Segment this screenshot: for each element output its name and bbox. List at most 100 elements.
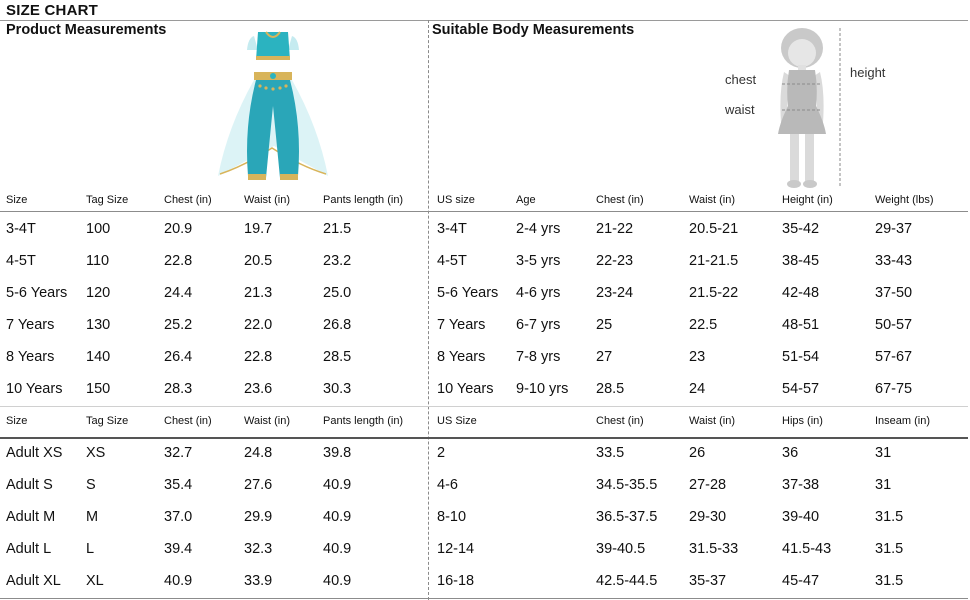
kids-cell-tag-size: 150 <box>86 381 111 397</box>
kids-cell-us-size: 5-6 Years <box>437 285 499 301</box>
kids-cell-age: 3-5 yrs <box>516 253 561 269</box>
kids-cell-tag-size: 100 <box>86 221 111 237</box>
adult-cell-waist: 27.6 <box>244 477 273 493</box>
kids-cell-weight: 57-67 <box>875 349 913 365</box>
kids-cell-age: 7-8 yrs <box>516 349 561 365</box>
kids-cell-pants-length: 21.5 <box>323 221 352 237</box>
adult-header-chest: Chest (in) <box>164 415 212 427</box>
adult-header-weight: Inseam (in) <box>875 415 931 427</box>
kids-cell-body-chest: 27 <box>596 349 613 365</box>
waist-label: waist <box>725 102 755 117</box>
adult-cell-tag-size: L <box>86 541 95 557</box>
adult-header-tag-size: Tag Size <box>86 415 129 427</box>
adult-cell-weight: 31.5 <box>875 541 904 557</box>
adult-cell-pants-length: 39.8 <box>323 445 352 461</box>
adult-header-body-chest: Chest (in) <box>596 415 644 427</box>
section-divider <box>428 20 429 600</box>
kids-header-weight: Weight (lbs) <box>875 194 934 206</box>
kids-cell-body-chest: 22-23 <box>596 253 634 269</box>
adult-cell-waist: 33.9 <box>244 573 273 589</box>
adult-cell-body-waist: 29-30 <box>689 509 727 525</box>
kids-cell-waist: 22.8 <box>244 349 273 365</box>
adult-header-waist: Waist (in) <box>244 415 291 427</box>
kids-cell-pants-length: 28.5 <box>323 349 352 365</box>
adult-cell-pants-length: 40.9 <box>323 541 352 557</box>
kids-cell-age: 4-6 yrs <box>516 285 561 301</box>
adult-cell-body-chest: 42.5-44.5 <box>596 573 658 589</box>
kids-header-body-waist: Waist (in) <box>689 194 736 206</box>
child-silhouette-icon <box>778 28 841 188</box>
adult-cell-body-waist: 31.5-33 <box>689 541 739 557</box>
adult-cell-height: 45-47 <box>782 573 820 589</box>
kids-cell-age: 6-7 yrs <box>516 317 561 333</box>
kids-cell-body-waist: 22.5 <box>689 317 718 333</box>
chest-label: chest <box>725 72 757 87</box>
adult-cell-body-chest: 34.5-35.5 <box>596 477 658 493</box>
kids-header-height: Height (in) <box>782 194 833 206</box>
adult-cell-size: Adult XL <box>6 573 61 589</box>
adult-cell-weight: 31.5 <box>875 573 904 589</box>
adult-header-size: Size <box>6 415 28 427</box>
kids-cell-body-chest: 21-22 <box>596 221 634 237</box>
adult-header-pants-length: Pants length (in) <box>323 415 404 427</box>
size-chart-title: SIZE CHART <box>6 2 98 19</box>
bottom-rule <box>0 598 968 599</box>
adult-cell-us-size: 8-10 <box>437 509 467 525</box>
kids-cell-body-waist: 24 <box>689 381 706 397</box>
adult-cell-size: Adult M <box>6 509 56 525</box>
adult-cell-pants-length: 40.9 <box>323 477 352 493</box>
kids-cell-us-size: 8 Years <box>437 349 486 365</box>
kids-cell-weight: 37-50 <box>875 285 913 301</box>
adult-cell-chest: 40.9 <box>164 573 193 589</box>
kids-cell-body-waist: 21-21.5 <box>689 253 739 269</box>
kids-header-rule <box>0 211 968 212</box>
adult-cell-chest: 37.0 <box>164 509 193 525</box>
adult-cell-body-chest: 36.5-37.5 <box>596 509 658 525</box>
kids-cell-pants-length: 23.2 <box>323 253 352 269</box>
adult-header-us-size: US Size <box>437 415 477 427</box>
adult-cell-chest: 39.4 <box>164 541 193 557</box>
adult-cell-body-waist: 27-28 <box>689 477 727 493</box>
adult-cell-height: 37-38 <box>782 477 820 493</box>
kids-cell-chest: 20.9 <box>164 221 193 237</box>
kids-cell-body-chest: 23-24 <box>596 285 634 301</box>
kids-table-bottom-rule <box>0 406 968 407</box>
kids-cell-chest: 22.8 <box>164 253 193 269</box>
kids-cell-height: 35-42 <box>782 221 820 237</box>
adult-cell-weight: 31.5 <box>875 509 904 525</box>
kids-cell-tag-size: 130 <box>86 317 111 333</box>
kids-cell-us-size: 10 Years <box>437 381 494 397</box>
kids-cell-waist: 23.6 <box>244 381 273 397</box>
top-rule <box>0 20 968 21</box>
kids-cell-chest: 26.4 <box>164 349 193 365</box>
adult-cell-height: 41.5-43 <box>782 541 832 557</box>
product-measurements-title: Product Measurements <box>6 22 167 38</box>
height-label: height <box>850 65 886 80</box>
kids-cell-size: 5-6 Years <box>6 285 68 301</box>
adult-cell-body-waist: 26 <box>689 445 706 461</box>
kids-header-waist: Waist (in) <box>244 194 291 206</box>
adult-cell-chest: 35.4 <box>164 477 193 493</box>
kids-cell-age: 2-4 yrs <box>516 221 561 237</box>
kids-cell-height: 38-45 <box>782 253 820 269</box>
adult-cell-body-waist: 35-37 <box>689 573 727 589</box>
adult-cell-tag-size: S <box>86 477 96 493</box>
kids-cell-chest: 25.2 <box>164 317 193 333</box>
adult-cell-body-chest: 33.5 <box>596 445 625 461</box>
adult-cell-tag-size: M <box>86 509 99 525</box>
adult-cell-weight: 31 <box>875 477 892 493</box>
kids-cell-height: 48-51 <box>782 317 820 333</box>
adult-cell-us-size: 4-6 <box>437 477 458 493</box>
kids-header-chest: Chest (in) <box>164 194 212 206</box>
adult-cell-weight: 31 <box>875 445 892 461</box>
adult-cell-pants-length: 40.9 <box>323 509 352 525</box>
kids-cell-size: 7 Years <box>6 317 55 333</box>
adult-cell-tag-size: XS <box>86 445 106 461</box>
adult-cell-size: Adult S <box>6 477 53 493</box>
costume-product-image <box>218 31 328 180</box>
kids-cell-height: 54-57 <box>782 381 820 397</box>
kids-cell-chest: 24.4 <box>164 285 193 301</box>
kids-cell-chest: 28.3 <box>164 381 193 397</box>
kids-cell-weight: 67-75 <box>875 381 913 397</box>
kids-header-pants-length: Pants length (in) <box>323 194 404 206</box>
